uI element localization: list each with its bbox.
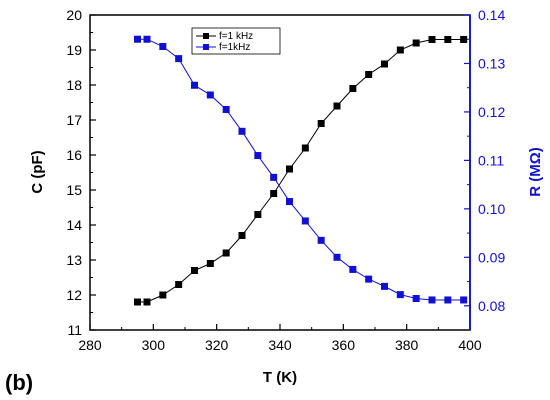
legend-label-r: f=1kHz (219, 42, 250, 53)
series-0-point (317, 120, 325, 127)
series-0-point (143, 298, 151, 306)
y-left-tick-label: 20 (66, 7, 82, 23)
y-left-tick-label: 18 (66, 77, 82, 93)
x-tick-label: 400 (458, 337, 482, 353)
series-1-point (365, 275, 373, 283)
y-right-axis-title: R (MΩ) (527, 147, 544, 197)
y-right-tick-label: 0.09 (478, 249, 505, 265)
series-0-point (254, 211, 262, 218)
x-axis-ticks: 280 300 320 340 360 380 400 (78, 324, 482, 353)
series-0-point (222, 249, 230, 257)
series-1-point (191, 81, 198, 89)
series-1-point (396, 291, 404, 299)
y-left-tick-label: 13 (66, 252, 82, 268)
series-1-point (349, 265, 357, 273)
panel-label: (b) (5, 370, 33, 395)
series-1-point (460, 296, 468, 304)
x-tick-label: 280 (78, 337, 102, 353)
series-0-point (301, 144, 309, 152)
series-layer (134, 35, 468, 306)
series-1-point (444, 296, 452, 304)
plot-frame (89, 14, 471, 331)
series-0-point (238, 232, 246, 239)
series-1-point (412, 295, 420, 302)
series-0-point (134, 298, 141, 306)
series-0-point (286, 165, 293, 173)
series-0-point (270, 190, 278, 197)
series-0-point (175, 281, 183, 288)
series-0-point (159, 291, 167, 299)
series-0-point (428, 36, 436, 43)
series-1-point (206, 91, 214, 99)
y-right-tick-label: 0.13 (478, 55, 505, 71)
series-1-point (254, 152, 262, 160)
series-1-point (270, 173, 278, 181)
series-1-point (143, 35, 151, 43)
series-1-point (333, 253, 341, 261)
y-left-tick-label: 19 (66, 42, 82, 58)
legend-marker-c (203, 33, 209, 39)
x-tick-label: 340 (268, 337, 292, 353)
series-1-point (222, 106, 230, 113)
series-0-point (381, 60, 388, 68)
x-tick-label: 380 (395, 337, 419, 353)
x-tick-label: 300 (142, 337, 166, 353)
series-1-point (159, 43, 167, 50)
series-0-point (412, 39, 420, 47)
y-left-tick-label: 17 (66, 112, 82, 128)
y-left-tick-label: 16 (66, 147, 82, 163)
y-right-tick-label: 0.08 (478, 298, 505, 314)
series-0-point (444, 36, 452, 43)
y-left-axis-ticks: 11 12 13 14 15 16 17 18 19 20 (66, 7, 96, 338)
x-tick-label: 360 (332, 337, 356, 353)
series-0-point (206, 260, 214, 267)
y-left-axis-title: C (pF) (29, 150, 46, 193)
y-left-tick-label: 15 (66, 182, 82, 198)
series-0-point (460, 36, 468, 43)
legend-label-c: f=1 kHz (219, 31, 253, 42)
series-line-0 (137, 39, 464, 303)
legend-marker-r (203, 44, 209, 50)
series-0-point (333, 102, 341, 110)
x-tick-label: 320 (205, 337, 229, 353)
series-1-point (175, 55, 183, 63)
legend: f=1 kHz f=1kHz (191, 27, 281, 55)
series-1-point (286, 198, 293, 206)
series-1-point (301, 217, 309, 225)
y-right-tick-label: 0.12 (478, 104, 505, 120)
series-1-point (428, 296, 436, 304)
series-0-point (191, 267, 198, 274)
y-right-tick-label: 0.11 (478, 152, 504, 168)
series-line-1 (137, 38, 464, 301)
series-1-point (134, 35, 141, 43)
series-1-point (381, 282, 388, 290)
series-1-point (238, 127, 246, 135)
series-0-point (349, 85, 357, 92)
y-left-tick-label: 14 (66, 217, 82, 233)
series-0-point (396, 46, 404, 54)
x-axis-title: T (K) (263, 369, 297, 386)
series-0-point (365, 71, 373, 78)
y-right-axis-ticks: 0.08 0.09 0.10 0.11 0.12 0.13 0.14 (464, 7, 505, 330)
series-1-point (317, 236, 325, 244)
y-left-tick-label: 11 (67, 322, 82, 338)
y-left-tick-label: 12 (66, 287, 82, 303)
y-right-tick-label: 0.10 (478, 201, 505, 217)
y-right-tick-label: 0.14 (478, 7, 505, 23)
